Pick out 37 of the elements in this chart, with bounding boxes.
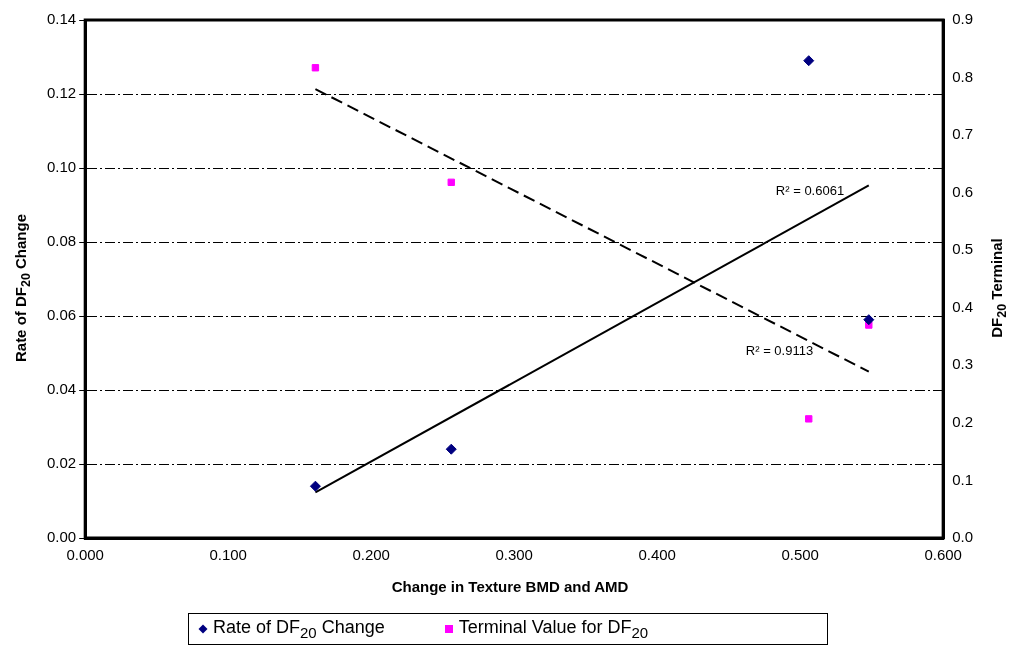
x-tick-label: 0.200 xyxy=(352,546,390,564)
y2-tick-label: 0.5 xyxy=(952,240,974,258)
point xyxy=(803,55,815,67)
x-tick-label: 0.100 xyxy=(209,546,247,564)
point xyxy=(309,480,321,492)
annotation: R² = 0.9113 xyxy=(745,343,814,359)
annotation: R² = 0.6061 xyxy=(775,182,845,198)
point xyxy=(445,443,457,455)
y2-tick-label: 0.1 xyxy=(952,470,974,488)
y2-tick-label: 0.2 xyxy=(952,413,974,431)
point xyxy=(805,415,813,423)
y2-tick-label: 0.6 xyxy=(952,182,974,200)
x-axis-title: Change in Texture BMD and AMD xyxy=(390,578,630,595)
point xyxy=(447,178,455,186)
point xyxy=(863,314,875,326)
y-tick-label: 0.04 xyxy=(46,380,77,398)
y-tick-label: 0.14 xyxy=(46,10,77,28)
y2-tick-label: 0.8 xyxy=(952,67,974,85)
y2-tick-label: 0.0 xyxy=(952,528,974,546)
x-tick-label: 0.400 xyxy=(638,546,676,564)
y2-tick-label: 0.9 xyxy=(952,10,974,28)
y2-tick-label: 0.3 xyxy=(952,355,974,373)
x-tick-label: 0.500 xyxy=(781,546,819,564)
point xyxy=(311,64,320,72)
y2-tick-label: 0.7 xyxy=(952,125,974,143)
y2-tick-label: 0.4 xyxy=(952,297,974,315)
legend-label: Terminal Value for DF$_{20}$ xyxy=(458,617,649,641)
y-tick-label: 0.00 xyxy=(46,528,77,546)
x-tick-label: 0.300 xyxy=(495,546,533,564)
y-tick-label: 0.06 xyxy=(46,306,77,324)
x-tick-label: 0.600 xyxy=(924,546,962,564)
y-tick-label: 0.08 xyxy=(46,232,77,250)
y-tick-label: 0.10 xyxy=(46,158,77,176)
x-tick-label: 0.000 xyxy=(66,546,104,564)
y-tick-label: 0.02 xyxy=(46,454,77,472)
y-tick-label: 0.12 xyxy=(46,84,77,102)
legend-label: Rate of DF$_{20}$ Change xyxy=(213,617,385,641)
